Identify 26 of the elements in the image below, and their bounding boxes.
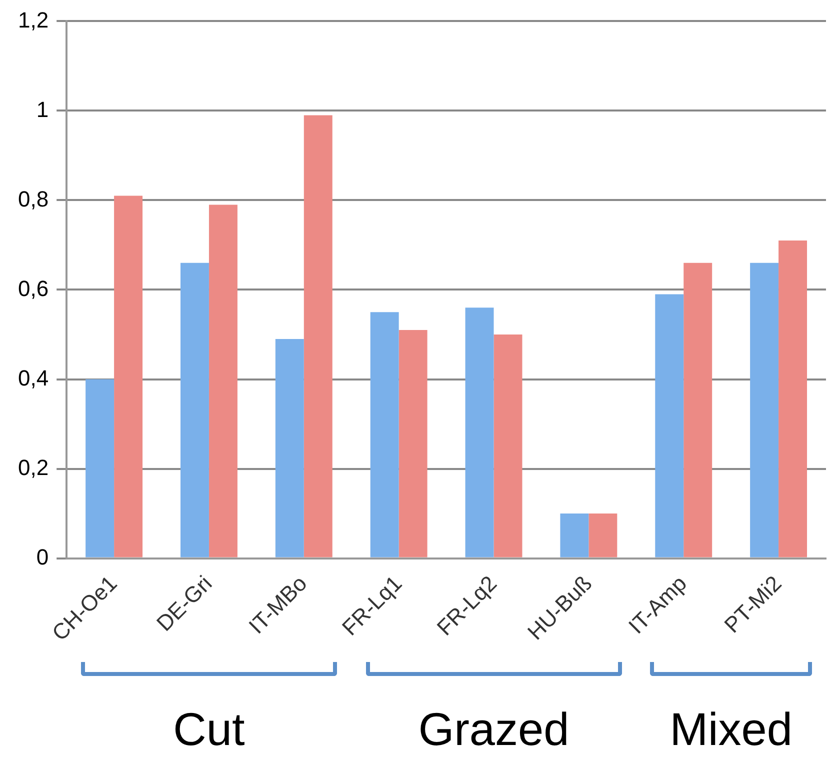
bar [778, 240, 808, 558]
bar [86, 379, 114, 558]
y-tick-label: 1 [36, 96, 49, 122]
bar [275, 338, 304, 558]
bar [465, 308, 494, 558]
bar [655, 294, 684, 558]
bar [398, 330, 428, 558]
bar [370, 312, 399, 558]
y-tick-label: 0,6 [18, 276, 49, 301]
bar [114, 196, 143, 558]
bar [494, 334, 522, 558]
bar [750, 262, 779, 558]
y-tick-label: 0 [36, 544, 49, 570]
bar [180, 262, 209, 558]
bar [560, 514, 589, 558]
text: Mixed [670, 702, 792, 756]
y-tick-label: 0,4 [18, 365, 49, 390]
bar [208, 204, 238, 558]
bar [684, 262, 712, 558]
text: Cut [173, 702, 245, 756]
text: Grazed [418, 702, 570, 756]
bar [304, 115, 332, 558]
y-tick-label: 0,8 [18, 186, 49, 212]
y-tick-label: 0,2 [18, 454, 49, 480]
y-tick-label: 1,2 [18, 7, 49, 32]
bar [588, 514, 618, 558]
